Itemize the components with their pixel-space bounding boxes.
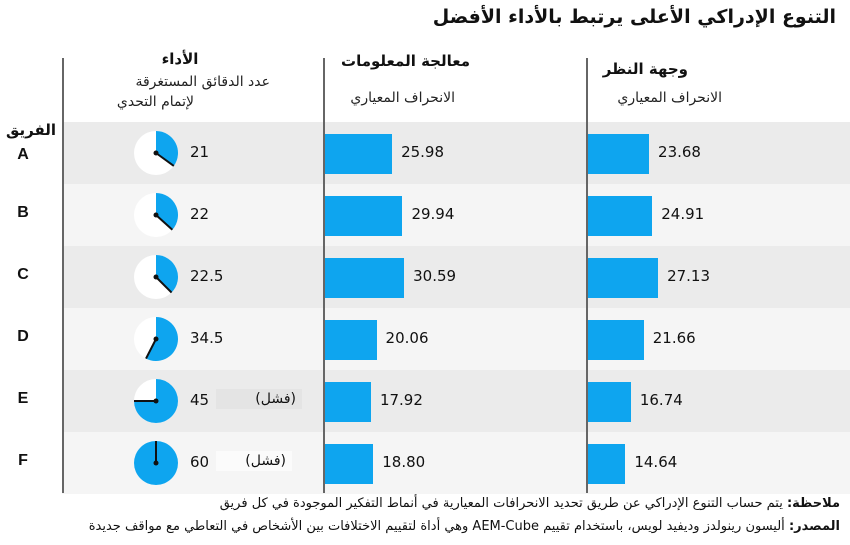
performance-pie	[134, 255, 178, 299]
table-row	[62, 370, 850, 432]
performance-value: 21	[190, 143, 210, 161]
divider	[62, 58, 64, 493]
pie-hand	[155, 152, 175, 167]
team-label-F: F	[18, 452, 28, 469]
information-bar	[324, 444, 374, 484]
information-bar	[324, 258, 405, 298]
team-label-E: E	[17, 390, 29, 407]
table-row	[62, 432, 850, 494]
information-bar	[324, 382, 371, 422]
perspective-value: 27.13	[667, 267, 711, 285]
table-row	[62, 308, 850, 370]
pie-slice	[156, 131, 178, 166]
divider	[586, 58, 588, 493]
perspective-header: وجهة النظر	[602, 60, 688, 78]
table-row	[62, 184, 850, 246]
perspective-bar	[587, 320, 644, 360]
pie-center	[153, 398, 159, 404]
pie-center	[153, 150, 159, 156]
performance-pie	[134, 317, 178, 361]
performance-header: الأداء	[161, 50, 199, 68]
performance-sub: عدد الدقائق المستغرقة	[135, 74, 270, 90]
perspective-sub: الانحراف المعياري	[617, 90, 722, 106]
information-value: 29.94	[411, 205, 455, 223]
perspective-bar	[587, 196, 653, 236]
information-sub: الانحراف المعياري	[350, 90, 455, 106]
perspective-bar	[587, 444, 626, 484]
pie-hand	[155, 214, 174, 231]
pie-center	[153, 460, 159, 466]
pie-slice	[156, 255, 178, 293]
pie-slice	[146, 317, 178, 361]
table-row	[62, 246, 850, 308]
source: المصدر: أليسون رينولدز وديفيد لويس، باست…	[89, 519, 840, 534]
information-value: 18.80	[382, 453, 426, 471]
source-text: أليسون رينولدز وديفيد لويس، باستخدام تقي…	[88, 519, 789, 534]
perspective-bar	[587, 258, 659, 298]
team-label-A: A	[17, 146, 29, 163]
pie-center	[153, 274, 159, 280]
performance-value: 34.5	[190, 329, 224, 347]
performance-value: 22	[190, 205, 210, 223]
perspective-value: 24.91	[661, 205, 705, 223]
perspective-bar	[587, 134, 650, 174]
performance-pie	[134, 379, 178, 423]
perspective-value: 21.66	[652, 329, 696, 347]
information-bar	[324, 320, 377, 360]
fail-label: (فشل)	[216, 451, 292, 471]
performance-value: 22.5	[190, 267, 224, 285]
fail-label: (فشل)	[216, 389, 302, 409]
table-row	[62, 122, 850, 184]
information-bar	[324, 134, 393, 174]
note-label: ملاحظة:	[786, 496, 840, 511]
team-label-C: C	[17, 266, 29, 283]
information-value: 25.98	[401, 143, 445, 161]
team-label-B: B	[17, 204, 29, 221]
pie-slice	[156, 193, 178, 230]
team-label: الفريق	[6, 121, 57, 139]
information-header: معالجة المعلومات	[341, 52, 470, 70]
performance-value: 60	[190, 453, 210, 471]
pie-center	[153, 336, 159, 342]
perspective-bar	[587, 382, 631, 422]
perspective-value: 16.74	[639, 391, 683, 409]
performance-pie	[134, 441, 178, 485]
performance-sub: لإتمام التحدي	[116, 94, 194, 110]
pie-center	[153, 212, 159, 218]
performance-value: 45	[190, 391, 210, 409]
pie-hand	[145, 338, 157, 360]
divider	[323, 58, 325, 493]
performance-pie	[134, 131, 178, 175]
performance-pie	[134, 193, 178, 237]
chart-title: التنوع الإدراكي الأعلى يرتبط بالأداء الأ…	[432, 6, 836, 28]
team-label-D: D	[17, 328, 29, 345]
information-value: 30.59	[413, 267, 457, 285]
information-value: 20.06	[385, 329, 429, 347]
perspective-value: 14.64	[634, 453, 678, 471]
note: ملاحظة: يتم حساب التنوع الإدراكي عن طريق…	[220, 496, 840, 511]
pie-hand	[155, 276, 173, 294]
source-label: المصدر:	[788, 519, 840, 534]
perspective-value: 23.68	[658, 143, 701, 161]
information-value: 17.92	[379, 391, 423, 409]
note-text: يتم حساب التنوع الإدراكي عن طريق تحديد ا…	[219, 496, 787, 511]
information-bar	[324, 196, 403, 236]
